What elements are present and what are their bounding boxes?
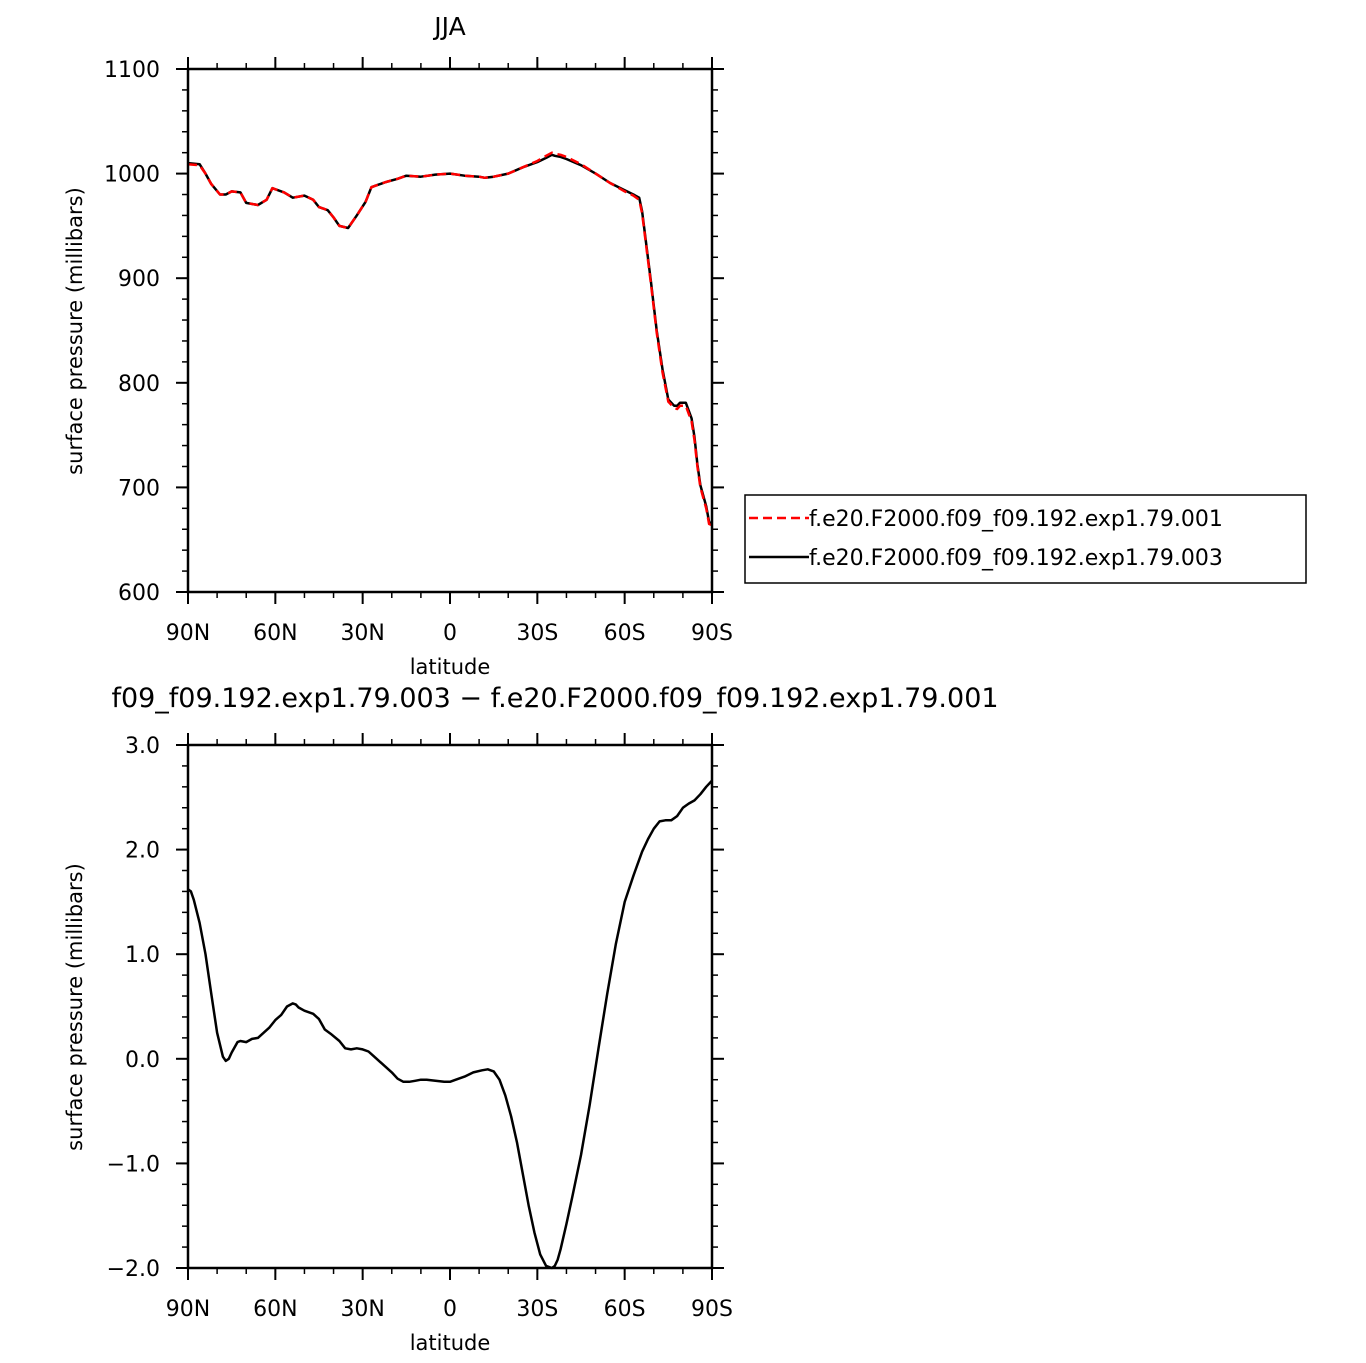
- top-series-line-1: [187, 151, 713, 527]
- top-panel: JJA latitude surface pressure (millibars…: [63, 12, 733, 679]
- bottom-panel: f09_f09.192.exp1.79.003 − f.e20.F2000.f0…: [63, 683, 999, 1355]
- top-axis-ticks: 600 700 800 900 1000 1100 90N 60N 30N 0 30S 60S 90S: [104, 57, 733, 646]
- bottom-x-tick-label: 0: [443, 1297, 457, 1322]
- bottom-chart-title: f09_f09.192.exp1.79.003 − f.e20.F2000.f0…: [111, 683, 998, 714]
- legend-label-series-2: f.e20.F2000.f09_f09.192.exp1.79.003: [809, 546, 1223, 571]
- bottom-y-tick-label: 2.0: [125, 839, 160, 864]
- top-x-tick-label: 30S: [516, 621, 558, 646]
- top-series-lines: [187, 151, 713, 527]
- top-x-tick-label: 90N: [166, 621, 210, 646]
- top-y-tick-label: 700: [118, 476, 160, 501]
- top-y-tick-label: 1100: [104, 58, 160, 83]
- top-series-line-2: [187, 153, 713, 525]
- top-y-tick-label: 600: [118, 581, 160, 606]
- top-y-tick-label: 1000: [104, 163, 160, 188]
- bottom-x-tick-label: 60S: [604, 1297, 646, 1322]
- top-x-tick-label: 60N: [253, 621, 297, 646]
- top-x-tick-label: 30N: [340, 621, 384, 646]
- bottom-series-line-1: [187, 779, 713, 1270]
- bottom-y-tick-label: 3.0: [125, 734, 160, 759]
- legend-box: [744, 494, 1307, 584]
- bottom-plot-frame: [186, 743, 714, 1270]
- legend-label-series-1: f.e20.F2000.f09_f09.192.exp1.79.001: [809, 507, 1223, 532]
- bottom-y-tick-label: 0.0: [125, 1048, 160, 1073]
- bottom-y-tick-label: −1.0: [107, 1152, 160, 1177]
- bottom-x-axis-label: latitude: [410, 1331, 491, 1355]
- top-x-tick-label: 60S: [604, 621, 646, 646]
- top-x-axis-label: latitude: [410, 655, 491, 679]
- bottom-y-tick-label: 1.0: [125, 943, 160, 968]
- top-y-tick-label: 800: [118, 372, 160, 397]
- top-chart-title: JJA: [432, 12, 465, 41]
- bottom-x-tick-label: 60N: [253, 1297, 297, 1322]
- top-x-tick-label: 0: [443, 621, 457, 646]
- bottom-series-lines: [187, 779, 713, 1270]
- bottom-axis-ticks: −2.0 −1.0 0.0 1.0 2.0 3.0 90N 60N 30N 0 30S 60S 90S: [107, 733, 733, 1322]
- bottom-x-tick-label: 30N: [340, 1297, 384, 1322]
- bottom-x-tick-label: 30S: [516, 1297, 558, 1322]
- bottom-y-axis-label: surface pressure (millibars): [63, 863, 87, 1151]
- top-y-tick-label: 900: [118, 267, 160, 292]
- top-x-tick-label: 90S: [691, 621, 733, 646]
- bottom-y-tick-label: −2.0: [107, 1257, 160, 1282]
- top-y-axis-label: surface pressure (millibars): [63, 187, 87, 475]
- bottom-x-tick-label: 90N: [166, 1297, 210, 1322]
- top-plot-frame: [186, 67, 714, 594]
- bottom-x-tick-label: 90S: [691, 1297, 733, 1322]
- legend: f.e20.F2000.f09_f09.192.exp1.79.001 f.e2…: [744, 494, 1307, 584]
